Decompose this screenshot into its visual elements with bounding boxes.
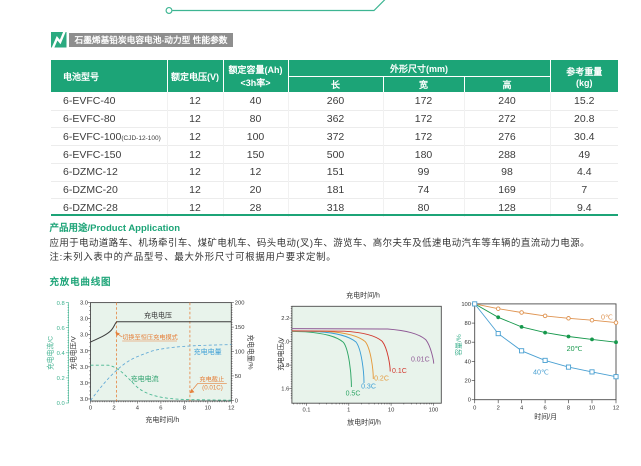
svg-text:150: 150 [235, 325, 245, 331]
svg-text:100: 100 [235, 350, 245, 356]
svg-text:3.0: 3.0 [80, 365, 88, 371]
svg-text:100: 100 [461, 302, 471, 308]
svg-text:放电时间/h: 放电时间/h [347, 418, 381, 427]
svg-text:50: 50 [235, 374, 241, 380]
svg-text:充电电量: 充电电量 [194, 347, 222, 356]
svg-text:0.01C: 0.01C [411, 357, 430, 364]
svg-text:40℃: 40℃ [533, 368, 549, 377]
svg-text:切换至恒压充电模式: 切换至恒压充电模式 [122, 333, 178, 341]
svg-text:2: 2 [112, 406, 115, 412]
svg-text:8: 8 [183, 406, 186, 412]
svg-text:时间/月: 时间/月 [534, 412, 557, 421]
svg-text:3.0: 3.0 [80, 381, 88, 387]
svg-text:0.1: 0.1 [302, 408, 310, 414]
svg-text:2.0: 2.0 [281, 340, 289, 346]
svg-text:8: 8 [567, 406, 570, 412]
svg-text:0.3C: 0.3C [361, 383, 376, 390]
svg-text:10: 10 [205, 406, 211, 412]
svg-text:4: 4 [136, 406, 140, 412]
svg-text:60: 60 [465, 340, 471, 346]
svg-text:容量/%: 容量/% [454, 334, 463, 356]
svg-text:6: 6 [543, 406, 546, 412]
svg-text:10: 10 [589, 406, 595, 412]
svg-text:充电电量/%: 充电电量/% [247, 334, 256, 369]
svg-text:0.6: 0.6 [57, 326, 65, 332]
svg-text:1: 1 [347, 408, 350, 414]
svg-text:10: 10 [388, 408, 394, 414]
svg-text:4: 4 [520, 406, 524, 412]
svg-text:12: 12 [613, 406, 619, 412]
svg-text:0: 0 [473, 406, 476, 412]
svg-text:0.2: 0.2 [57, 376, 65, 382]
svg-text:0.5C: 0.5C [346, 390, 361, 397]
svg-text:充电电流: 充电电流 [131, 374, 159, 383]
svg-text:1.8: 1.8 [281, 363, 289, 369]
svg-text:0.0: 0.0 [57, 401, 65, 407]
svg-text:充电电压: 充电电压 [144, 311, 172, 320]
svg-text:充电时间/h: 充电时间/h [346, 291, 380, 300]
svg-text:0: 0 [235, 398, 238, 404]
svg-text:充电时间/h: 充电时间/h [145, 415, 179, 424]
svg-text:0: 0 [89, 406, 92, 412]
svg-text:充电电压/V: 充电电压/V [276, 337, 285, 371]
svg-text:0: 0 [468, 398, 471, 404]
svg-text:1.6: 1.6 [281, 387, 289, 393]
svg-text:3.0: 3.0 [80, 397, 88, 403]
svg-text:0.8: 0.8 [57, 301, 65, 307]
svg-text:0℃: 0℃ [601, 313, 613, 322]
svg-text:0.1C: 0.1C [392, 368, 407, 375]
svg-text:12: 12 [228, 406, 234, 412]
svg-text:充电电流/C: 充电电流/C [46, 336, 55, 370]
svg-text:2: 2 [497, 406, 500, 412]
svg-text:3.0: 3.0 [80, 301, 88, 307]
svg-text:20℃: 20℃ [567, 344, 583, 353]
svg-text:充电电压/V: 充电电压/V [69, 336, 78, 370]
svg-text:100: 100 [429, 408, 439, 414]
svg-text:40: 40 [465, 359, 471, 365]
svg-text:0.4: 0.4 [57, 351, 66, 357]
svg-text:0.2C: 0.2C [374, 375, 389, 382]
svg-text:3.0: 3.0 [80, 349, 88, 355]
svg-text:充电截止: 充电截止 [199, 376, 224, 384]
svg-text:3.0: 3.0 [80, 317, 88, 323]
svg-text:6: 6 [159, 406, 162, 412]
svg-text:80: 80 [465, 321, 471, 327]
svg-text:(0.01C): (0.01C) [202, 385, 223, 392]
svg-text:3.0: 3.0 [80, 333, 88, 339]
svg-text:20: 20 [465, 379, 471, 385]
svg-text:2.2: 2.2 [281, 316, 289, 322]
svg-text:200: 200 [235, 301, 245, 307]
